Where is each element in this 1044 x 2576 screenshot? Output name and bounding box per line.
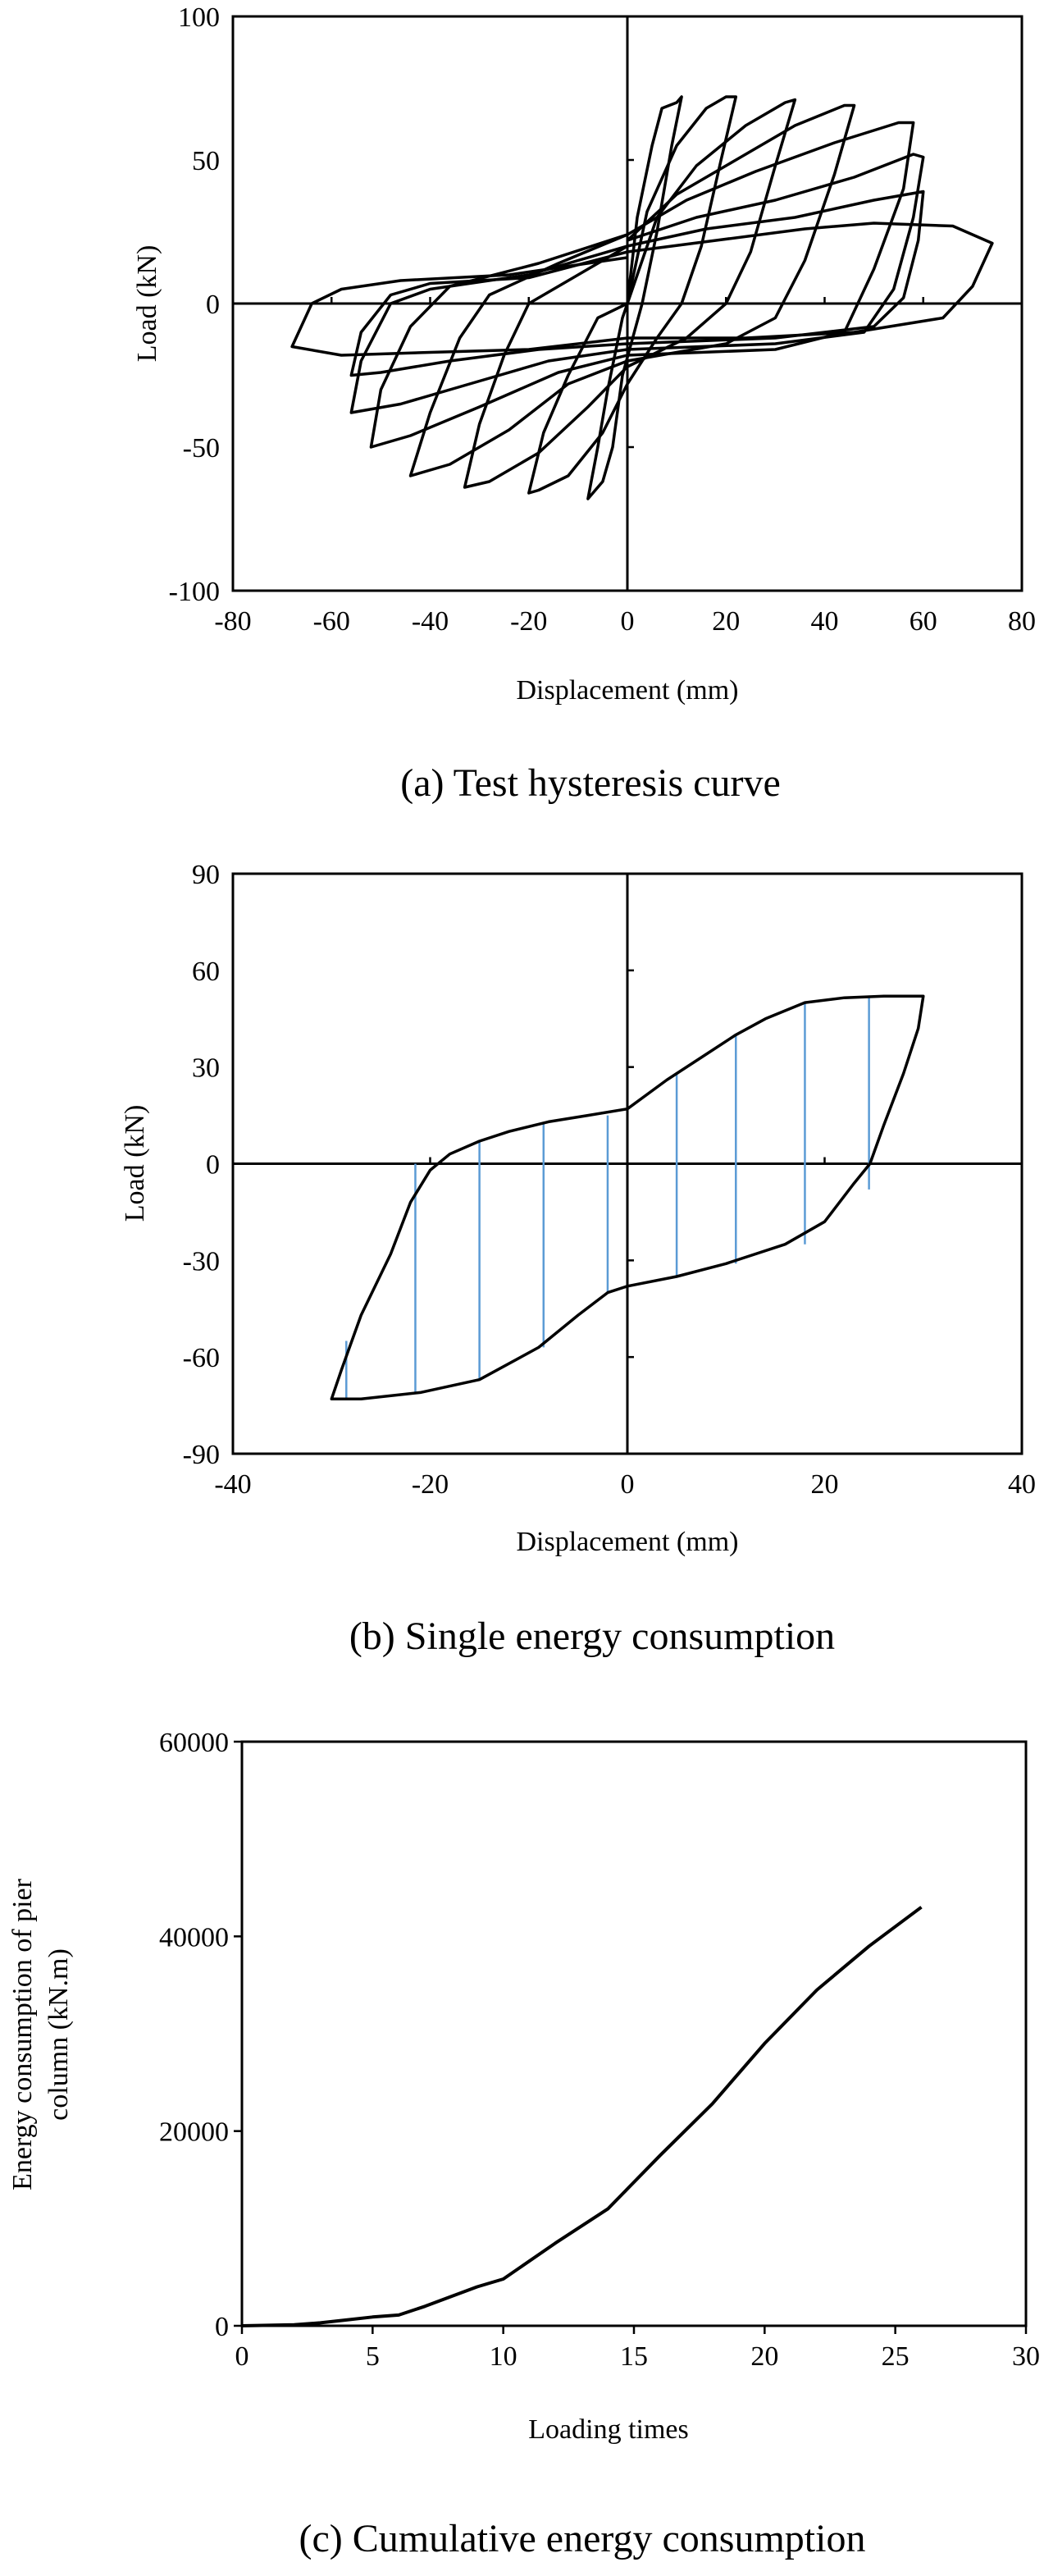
chart-c-y-tick-label: 40000 [159,1922,229,1953]
chart-a-y-tick-label: -50 [183,433,220,464]
chart-a-x-tick-label: 60 [910,606,937,637]
chart-c-ylabel-line-2: column (kN.m) [43,1948,74,2121]
chart-b-series-loop [330,994,925,1400]
chart-c-y-tick-label: 60000 [159,1728,229,1758]
chart-b-single-energy: -40 -20 0 20 40 -90 -60 -30 0 30 60 90 Displacement… [120,860,1036,1658]
chart-b-zero-axes [233,874,1022,1454]
chart-b-x-tick-label: 0 [621,1469,635,1500]
chart-c-x-tick-label: 25 [882,2341,910,2372]
chart-c-x-tick-label: 30 [1012,2341,1040,2372]
chart-b-ylabel: Load (kN) [120,1105,150,1222]
chart-c-x-tick-label: 10 [490,2341,517,2372]
chart-c-y-tick-label: 20000 [159,2117,229,2148]
chart-a-series-loop-6 [349,153,925,414]
chart-c-ylabel-line-1: Energy consumption of pier [7,1878,38,2190]
chart-a-y-tick-label: 50 [192,146,220,176]
chart-a-y-tick-label: 0 [206,290,220,320]
chart-c-series-cumulative [241,1906,923,2327]
chart-c-x-tick-label: 20 [750,2341,778,2372]
chart-c-series-group [241,1906,923,2327]
chart-b-x-tick-label: 40 [1008,1469,1036,1500]
chart-a-ylabel: Load (kN) [132,245,162,363]
chart-b-x-tick-label: -20 [412,1469,449,1500]
chart-c-caption: (c) Cumulative energy consumption [299,2517,866,2560]
chart-a-y-tick-label: 100 [178,2,220,33]
chart-c-x-tick-label: 5 [366,2341,380,2372]
chart-b-y-tick-label: -30 [183,1246,220,1277]
chart-a-x-tick-label: -20 [510,606,547,637]
chart-a-series-loop-5 [369,121,915,449]
chart-a-series-loop-3 [463,98,797,489]
chart-c-frame [240,1740,1028,2327]
chart-a-y-tick-label: -100 [169,577,220,607]
chart-c-y-tick-label: 0 [215,2312,229,2342]
chart-a-series-loop-8 [290,222,994,357]
chart-b-y-tick-label: 60 [192,957,220,987]
chart-a-x-tick-label: 0 [621,606,635,637]
chart-b-y-tick-label: -60 [183,1343,220,1373]
chart-b-x-tick-label: 20 [811,1469,839,1500]
chart-a-hysteresis: -80 -60 -40 -20 0 20 40 60 80 -100 -50 0 50 100 Displ… [132,2,1036,805]
chart-a-ticks: -80 -60 -40 -20 0 20 40 60 80 -100 -50 0 50 100 [169,2,1036,637]
chart-b-y-tick-label: 90 [192,860,220,890]
chart-c-x-tick-label: 15 [620,2341,648,2372]
chart-b-ticks: -40 -20 0 20 40 -90 -60 -30 0 30 60 90 [183,860,1036,1500]
chart-b-y-tick-label: -90 [183,1440,220,1470]
chart-b-xlabel: Displacement (mm) [517,1527,739,1557]
chart-b-caption: (b) Single energy consumption [349,1615,835,1658]
chart-a-series-loop-7 [349,190,925,377]
chart-a-x-tick-label: 80 [1008,606,1036,637]
chart-c-xlabel: Loading times [528,2414,688,2445]
chart-a-x-tick-label: -60 [313,606,350,637]
chart-a-x-tick-label: -80 [214,606,251,637]
chart-b-series-group [330,994,925,1400]
chart-b-y-tick-label: 30 [192,1053,220,1084]
chart-c-x-tick-label: 0 [235,2341,249,2372]
chart-a-x-tick-label: -40 [412,606,449,637]
chart-a-xlabel: Displacement (mm) [517,675,739,706]
chart-c-ticks: 0 5 10 15 20 25 30 0 20000 40000 60000 [159,1728,1040,2372]
chart-b-y-tick-label: 0 [206,1150,220,1181]
chart-a-caption: (a) Test hysteresis curve [400,761,781,805]
chart-a-series-loop-1 [586,95,683,500]
chart-a-series-group [290,95,994,500]
chart-b-fill-lines [345,996,870,1400]
chart-b-x-tick-label: -40 [214,1469,251,1500]
chart-a-x-tick-label: 40 [811,606,839,637]
chart-c-cumulative-energy: 0 5 10 15 20 25 30 0 20000 40000 60000 Loading tim… [7,1728,1040,2560]
chart-a-x-tick-label: 20 [712,606,740,637]
